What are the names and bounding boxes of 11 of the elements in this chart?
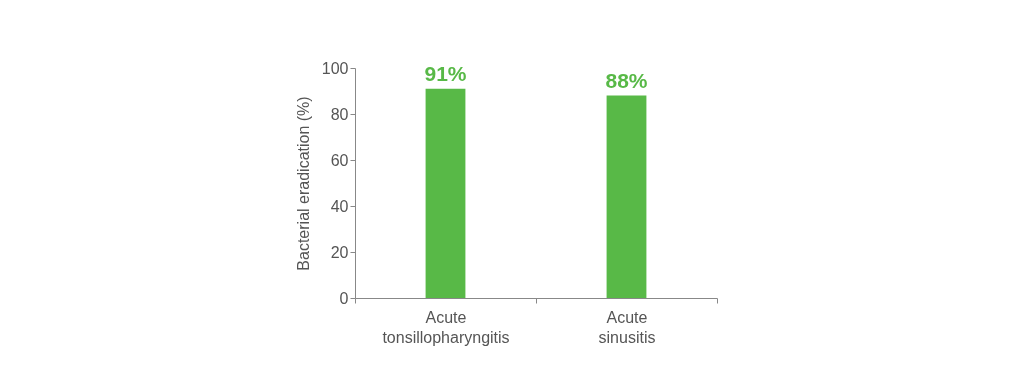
data-label: 91% (424, 61, 467, 85)
y-tick-label: 100 (321, 59, 349, 77)
y-tick-label: 0 (339, 289, 349, 307)
data-label: 88% (605, 68, 648, 92)
y-tick-label: 40 (330, 197, 349, 215)
y-tick-label: 80 (330, 105, 349, 123)
x-tick-label: Acute tonsillopharyngitis (382, 308, 510, 346)
y-tick-label: 20 (330, 243, 349, 261)
x-tick-label: Acute sinusitis (598, 308, 656, 346)
y-tick-label: 60 (330, 151, 349, 169)
y-axis-title: Bacterial eradication (%) (294, 96, 312, 271)
